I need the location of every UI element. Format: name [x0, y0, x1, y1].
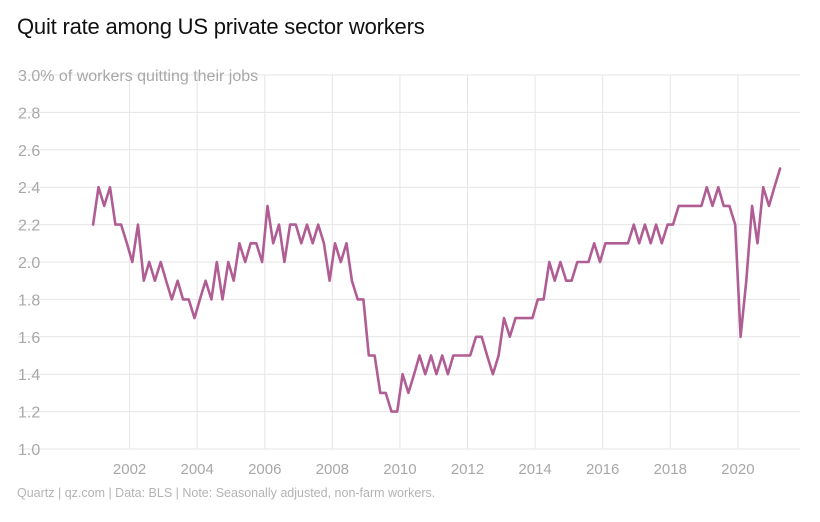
series-layer: [91, 167, 782, 413]
y-tick-label: 2.4: [18, 180, 40, 197]
series-line-quit-rate: [91, 167, 782, 413]
x-tick-label: 2006: [248, 461, 281, 478]
y-tick-label: 1.6: [18, 330, 40, 347]
x-tick-label: 2008: [316, 461, 349, 478]
source-note: Quartz | qz.com | Data: BLS | Note: Seas…: [17, 486, 436, 500]
y-tick-label: 2.2: [18, 218, 40, 235]
y-tick-label: 2.0: [18, 255, 40, 272]
x-tick-label: 2010: [383, 461, 416, 478]
x-tick-label: 2014: [518, 461, 551, 478]
y-tick-label: 1.2: [18, 405, 40, 422]
y-tick-label: 1.0: [18, 442, 40, 459]
x-tick-label: 2004: [180, 461, 213, 478]
x-tick-label: 2016: [586, 461, 619, 478]
y-unit-label: 3.0% of workers quitting their jobs: [18, 68, 258, 85]
x-tick-label: 2020: [721, 461, 754, 478]
x-axis-labels: 2002 2004 2006 2008 2010 2012 2014 2016 2018 2020: [113, 461, 755, 478]
x-tick-label: 2018: [654, 461, 687, 478]
y-tick-label: 1.4: [18, 367, 40, 384]
y-axis-labels: 1.0 1.2 1.4 1.6 1.8 2.0 2.2 2.4 2.6 2.8 3.0% of wo…: [18, 68, 258, 459]
y-tick-label: 1.8: [18, 292, 40, 309]
x-tick-label: 2002: [113, 461, 146, 478]
y-tick-label: 2.6: [18, 143, 40, 160]
y-tick-label: 2.8: [18, 105, 40, 122]
x-tick-label: 2012: [451, 461, 484, 478]
chart-title: Quit rate among US private sector worker…: [17, 14, 425, 39]
